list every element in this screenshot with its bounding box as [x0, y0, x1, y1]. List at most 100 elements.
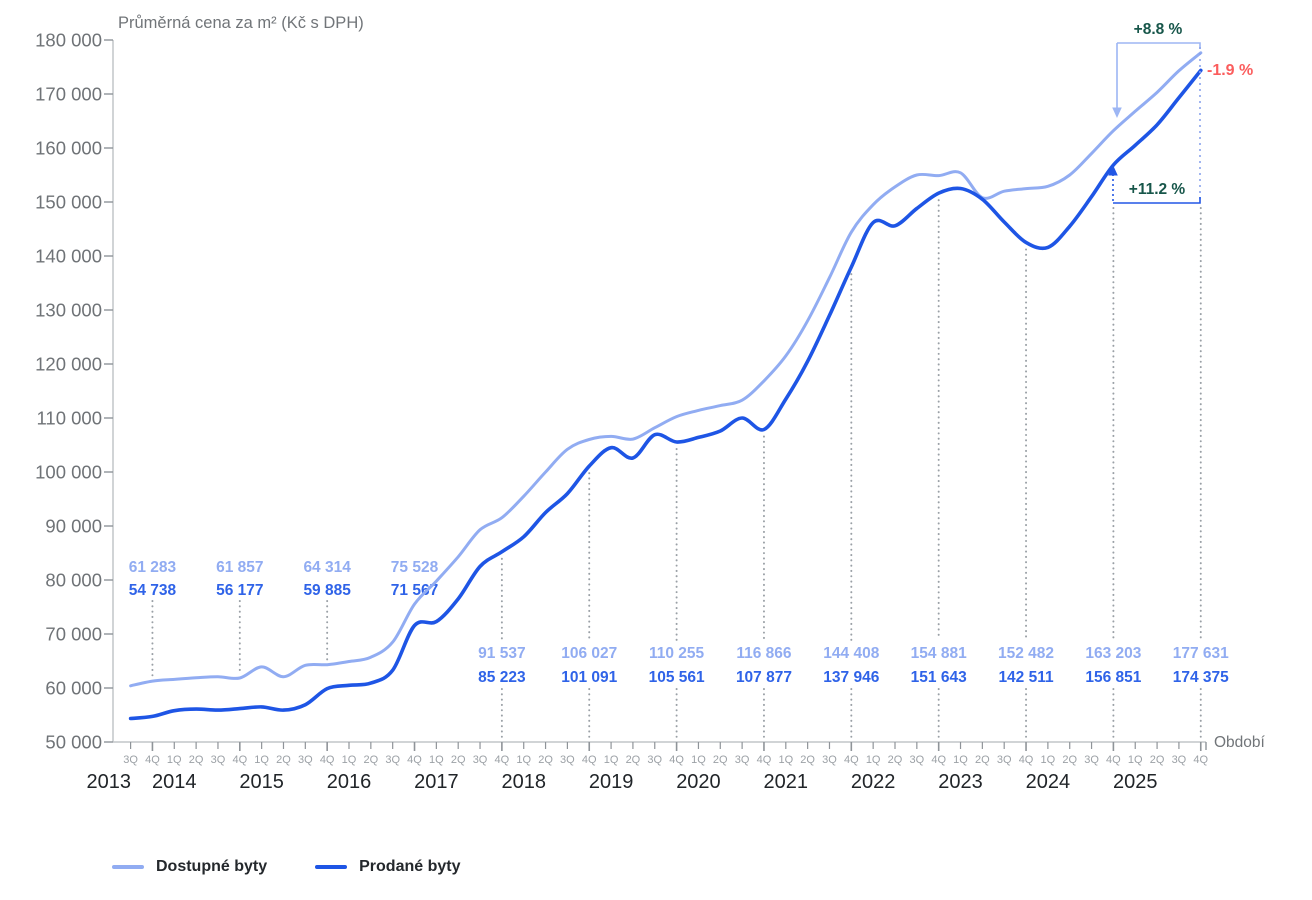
x-tick-label: 3Q	[385, 754, 400, 766]
x-tick-label: 1Q	[1128, 754, 1143, 766]
x-tick-label: 3Q	[822, 754, 837, 766]
x-tick-label: 2Q	[1062, 754, 1077, 766]
x-tick-label: 2Q	[451, 754, 466, 766]
gap-label: -1.9 %	[1207, 62, 1253, 79]
x-tick-label: 4Q	[582, 754, 597, 766]
value-label-available-2013: 61 283	[129, 559, 177, 576]
price-chart-svg: 61 283 54 738 61 857 56 177 64 314 59 885 75 5…	[35, 14, 1266, 794]
x-tick-label: 3Q	[1172, 754, 1187, 766]
value-label-sold-2015: 59 885	[303, 582, 351, 599]
x-tick-label: 4Q	[844, 754, 859, 766]
year-label-2021: 2021	[764, 771, 809, 793]
value-label-available-2019: 110 255	[649, 645, 705, 662]
available-yoy-bracket	[1117, 42, 1201, 49]
year-label-2015: 2015	[239, 771, 284, 793]
y-tick-label: 90 000	[45, 516, 102, 537]
x-tick-label: 1Q	[778, 754, 793, 766]
x-tick-label: 4Q	[1106, 754, 1121, 766]
x-tick-label: 2Q	[800, 754, 815, 766]
x-tick-label: 1Q	[866, 754, 881, 766]
x-tick-label: 3Q	[123, 754, 138, 766]
x-tick-label: 4Q	[495, 754, 510, 766]
x-axis-caption: Období	[1214, 734, 1266, 751]
x-tick-label: 2Q	[626, 754, 641, 766]
year-label-2024: 2024	[1026, 771, 1071, 793]
legend-item-sold[interactable]: Prodané byty	[315, 858, 460, 876]
x-tick-label: 4Q	[232, 754, 247, 766]
x-tick-label: 1Q	[516, 754, 531, 766]
series-lines	[128, 51, 1203, 721]
x-tick-label: 1Q	[691, 754, 706, 766]
x-tick-label: 4Q	[320, 754, 335, 766]
x-tick-label: 3Q	[1084, 754, 1099, 766]
y-tick-label: 50 000	[45, 732, 102, 753]
y-tick-label: 100 000	[35, 462, 102, 483]
annotations-group: +8.8 % -1.9 % +11.2 %	[1108, 21, 1253, 204]
value-label-sold-2017: 85 223	[478, 669, 526, 686]
axes: 180 000 170 000 160 000 150 000 140 000 130 0…	[35, 30, 1208, 794]
chart-title: Průměrná cena za m² (Kč s DPH)	[118, 14, 364, 32]
x-tick-label: 2Q	[975, 754, 990, 766]
sold-yoy-label: +11.2 %	[1129, 181, 1186, 198]
legend-item-available[interactable]: Dostupné byty	[112, 858, 267, 876]
y-tick-label: 150 000	[35, 192, 102, 213]
x-tick-label: 4Q	[1193, 754, 1208, 766]
year-label-2022: 2022	[851, 771, 896, 793]
x-tick-label: 3Q	[735, 754, 750, 766]
x-tick-label: 2Q	[1150, 754, 1165, 766]
x-tick-label: 1Q	[254, 754, 269, 766]
x-tick-label: 2Q	[363, 754, 378, 766]
value-label-available-2025: 177 631	[1173, 645, 1229, 662]
y-tick-label: 170 000	[35, 84, 102, 105]
year-label-2017: 2017	[414, 771, 459, 793]
series-line-sold	[128, 68, 1203, 721]
x-tick-label: 3Q	[560, 754, 575, 766]
legend: Dostupné byty Prodané byty	[112, 858, 460, 876]
x-tick-label: 3Q	[298, 754, 313, 766]
x-tick-label: 4Q	[407, 754, 422, 766]
x-tick-label: 1Q	[604, 754, 619, 766]
year-label-2018: 2018	[501, 771, 546, 793]
value-label-sold-2024: 156 851	[1085, 669, 1141, 686]
value-label-available-2021: 144 408	[823, 645, 879, 662]
x-tick-label: 1Q	[1041, 754, 1056, 766]
x-tick-label: 3Q	[473, 754, 488, 766]
value-label-sold-2014: 56 177	[216, 582, 263, 599]
series-line-available	[129, 51, 1203, 688]
x-tick-label: 4Q	[931, 754, 946, 766]
value-label-sold-2023: 142 511	[998, 669, 1054, 686]
sold-yoy-bracket	[1113, 197, 1201, 204]
chart-dynamic-layer: 61 283 54 738 61 857 56 177 64 314 59 885 75 5…	[35, 30, 1229, 794]
sold-yoy-arrowhead-up-icon	[1108, 165, 1118, 176]
year-label-2023: 2023	[938, 771, 983, 793]
y-tick-label: 180 000	[35, 30, 102, 51]
x-tick-label: 1Q	[342, 754, 357, 766]
x-tick-label: 2Q	[189, 754, 204, 766]
x-tick-label: 4Q	[1019, 754, 1034, 766]
guide-columns	[151, 199, 1202, 738]
value-label-available-2023: 152 482	[998, 645, 1054, 662]
year-label-2013: 2013	[87, 771, 132, 793]
y-tick-label: 160 000	[35, 138, 102, 159]
x-tick-label: 2Q	[713, 754, 728, 766]
y-tick-label: 130 000	[35, 300, 102, 321]
value-label-sold-2019: 105 561	[649, 669, 705, 686]
value-label-available-2016: 75 528	[391, 559, 439, 576]
value-label-available-2018: 106 027	[561, 645, 617, 662]
value-label-available-2024: 163 203	[1085, 645, 1141, 662]
x-tick-label: 2Q	[538, 754, 553, 766]
year-label-2020: 2020	[676, 771, 721, 793]
value-label-available-2014: 61 857	[216, 559, 263, 576]
x-tick-label: 2Q	[276, 754, 291, 766]
y-tick-label: 140 000	[35, 246, 102, 267]
x-tick-label: 3Q	[211, 754, 226, 766]
value-label-available-2020: 116 866	[736, 645, 792, 662]
x-tick-label: 4Q	[145, 754, 160, 766]
x-tick-label: 3Q	[647, 754, 662, 766]
value-label-available-2022: 154 881	[911, 645, 967, 662]
value-labels: 61 283 54 738 61 857 56 177 64 314 59 885 75 5…	[129, 559, 1229, 686]
legend-swatch-sold-icon	[315, 865, 348, 869]
year-label-2016: 2016	[327, 771, 372, 793]
x-tick-label: 1Q	[429, 754, 444, 766]
